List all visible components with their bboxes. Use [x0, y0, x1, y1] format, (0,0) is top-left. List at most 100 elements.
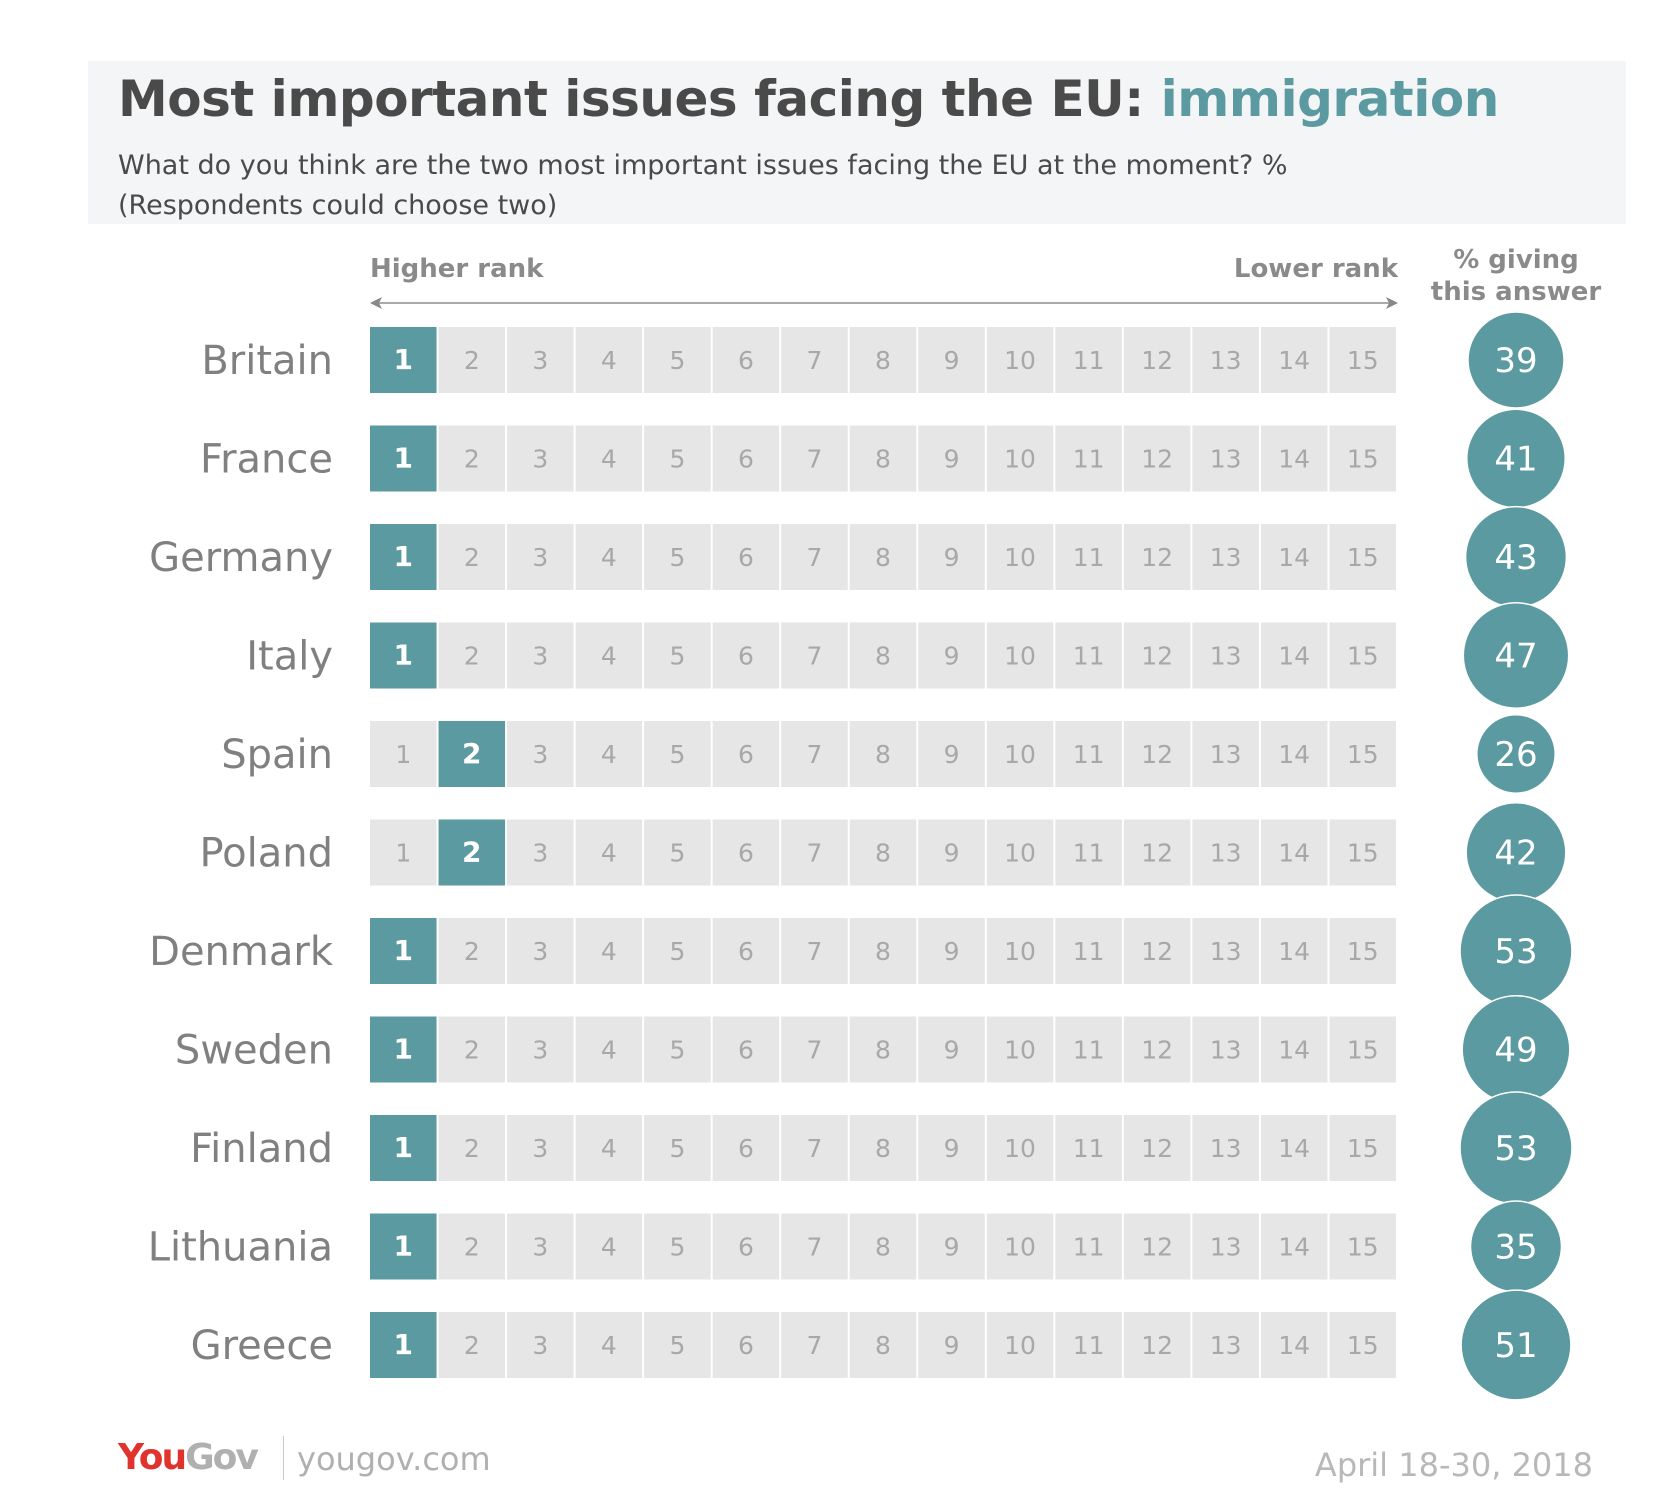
rank-cell-label: 11: [1073, 445, 1105, 474]
rank-cell: [781, 327, 848, 393]
rank-cell: [1260, 819, 1328, 886]
rank-cell: [507, 1312, 574, 1378]
rank-cell-label: 8: [875, 1036, 891, 1065]
rank-cell-label: 15: [1347, 1036, 1379, 1065]
rank-cell: [1192, 622, 1259, 689]
rank-cell-label: 9: [944, 1331, 960, 1360]
rank-cell-label: 10: [1004, 1233, 1036, 1262]
rank-cell-label: 5: [669, 445, 685, 474]
rank-cell-label: 14: [1278, 543, 1310, 572]
rank-cell-label: 2: [464, 1036, 480, 1065]
rank-cell: [644, 1115, 711, 1181]
rank-cell-label: 9: [944, 445, 960, 474]
pct-bubble: [1460, 1289, 1572, 1401]
rank-cell: [575, 918, 643, 984]
rank-cell-label: 12: [1141, 1233, 1173, 1262]
rank-cell: [986, 721, 1054, 787]
rank-cell-label: 1: [394, 1328, 413, 1361]
rank-cell: [918, 819, 985, 886]
rank-cell-label: 10: [1004, 839, 1036, 868]
rank-cell: [1123, 524, 1191, 590]
pct-bubble-label: 43: [1494, 538, 1537, 578]
rank-cell: [712, 721, 780, 787]
rank-cell: [1192, 819, 1259, 886]
rank-cell: [1123, 327, 1191, 393]
rank-cell-label: 8: [875, 740, 891, 769]
rank-cell: [644, 1213, 711, 1280]
rank-cell-label: 14: [1278, 1331, 1310, 1360]
rank-cell-label: 9: [944, 543, 960, 572]
rank-cell: [1329, 819, 1396, 886]
rank-cell: [1260, 622, 1328, 689]
rank-cell-label: 11: [1073, 642, 1105, 671]
rank-cell-label: 15: [1347, 740, 1379, 769]
lower-rank-label: Lower rank: [1233, 254, 1398, 284]
rank-cell: [712, 1115, 780, 1181]
rank-cell-label: 13: [1210, 1331, 1242, 1360]
rank-cell: [986, 1016, 1054, 1083]
pct-bubble-label: 49: [1494, 1031, 1537, 1071]
subtitle-line-2: (Respondents could choose two): [118, 190, 558, 221]
rank-cell: [918, 1016, 985, 1083]
rank-cell-label: 11: [1073, 1233, 1105, 1262]
logo-gov: Gov: [185, 1437, 259, 1478]
rank-cell-label: 3: [532, 1331, 548, 1360]
rank-cell: [1055, 1312, 1122, 1378]
rank-cell: [1123, 819, 1191, 886]
rank-cell-label: 1: [394, 1033, 413, 1066]
rank-cell: [918, 622, 985, 689]
rank-cell-label: 3: [532, 1134, 548, 1163]
rank-cell-label: 1: [394, 1131, 413, 1164]
rank-cell: [644, 524, 711, 590]
rank-cell: [575, 1115, 643, 1181]
rank-cell-label: 12: [1141, 1331, 1173, 1360]
rank-cell-label: 10: [1004, 740, 1036, 769]
rank-cell-label: 12: [1141, 543, 1173, 572]
rank-cell-label: 3: [532, 839, 548, 868]
rank-cell: [1055, 524, 1122, 590]
rank-cell-label: 2: [464, 1233, 480, 1262]
rank-cell-label: 6: [738, 1134, 754, 1163]
rank-cell-label: 11: [1073, 1036, 1105, 1065]
country-label: France: [200, 437, 333, 483]
rank-cell-label: 4: [601, 1134, 617, 1163]
rank-cell-label: 15: [1347, 839, 1379, 868]
rank-cell: [1192, 425, 1259, 492]
rank-cell: [781, 1213, 848, 1280]
pct-header-line-2: this answer: [1430, 277, 1602, 307]
rank-cell: [438, 327, 506, 393]
rank-cell-highlighted: [370, 1312, 437, 1378]
rank-cell: [438, 1213, 506, 1280]
rank-cell: [1329, 918, 1396, 984]
rank-cell-label: 9: [944, 937, 960, 966]
rank-cell: [986, 819, 1054, 886]
country-label: Sweden: [175, 1028, 333, 1074]
rank-cell: [1123, 1312, 1191, 1378]
rank-cell: [986, 327, 1054, 393]
rank-cell-label: 9: [944, 1036, 960, 1065]
pct-bubble-label: 26: [1494, 735, 1537, 775]
rank-cell-label: 11: [1073, 543, 1105, 572]
rank-cell-label: 10: [1004, 1036, 1036, 1065]
rank-cell-label: 6: [738, 1331, 754, 1360]
rank-cell-label: 7: [807, 1134, 823, 1163]
rank-cell: [712, 819, 780, 886]
rank-cell: [1055, 721, 1122, 787]
rank-cell-label: 15: [1347, 642, 1379, 671]
pct-bubble-label: 53: [1494, 1129, 1537, 1169]
rank-cell: [438, 425, 506, 492]
rank-cell: [1329, 1016, 1396, 1083]
rank-cell: [849, 1312, 917, 1378]
rank-cell-label: 3: [532, 445, 548, 474]
rank-cell: [575, 721, 643, 787]
rank-cell-label: 11: [1073, 1331, 1105, 1360]
rank-cell: [575, 1312, 643, 1378]
rank-cell-highlighted: [370, 1213, 437, 1280]
rank-cell-label: 14: [1278, 937, 1310, 966]
rank-cell-label: 13: [1210, 642, 1242, 671]
rank-cell: [507, 524, 574, 590]
rank-cell: [849, 819, 917, 886]
rank-cell-label: 13: [1210, 740, 1242, 769]
rank-cell-label: 8: [875, 642, 891, 671]
rank-cell-highlighted: [370, 622, 437, 689]
